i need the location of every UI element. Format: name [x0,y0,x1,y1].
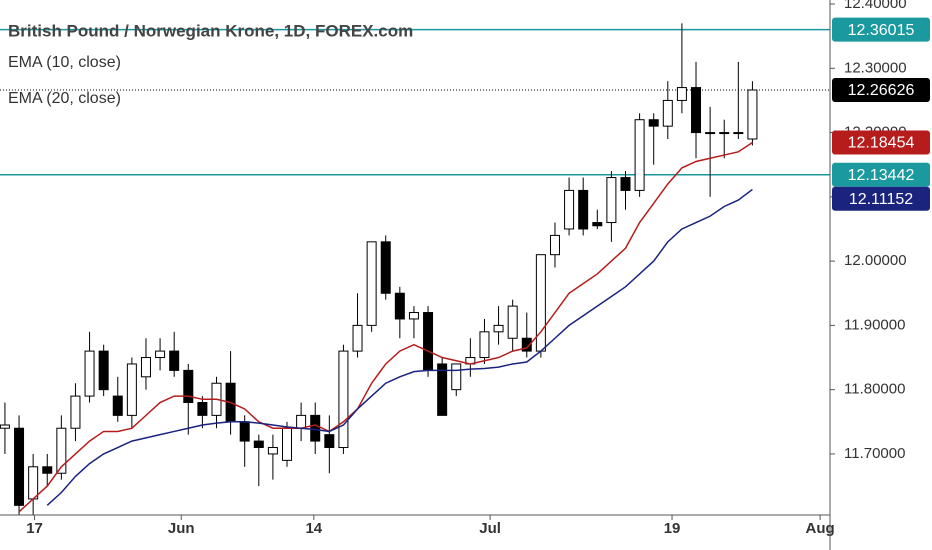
candle-body [310,414,321,442]
candle-body [676,87,687,101]
candle-body [338,350,349,449]
ema-line [46,188,753,506]
price-label: 12.36015 [848,22,915,39]
candle-body [98,350,109,391]
y-tick-label: 12.00000 [844,252,907,269]
candle-body [662,99,673,127]
legend-entry: EMA (20, close) [8,90,121,107]
candle-body [56,427,67,474]
price-label-bg [832,130,930,155]
candle-body [126,363,137,416]
y-tick-label: 11.70000 [844,445,905,462]
candle-body [70,395,81,429]
candle-body [408,312,419,320]
y-tick-label: 11.80000 [844,381,905,398]
candle-body [620,177,631,191]
candle-body [747,89,758,140]
candle-body [733,132,744,135]
candle-body [0,424,10,429]
candle-body [380,241,391,294]
plot-area [0,23,830,515]
candle-body [634,119,645,191]
x-tick-label: 17 [26,520,43,537]
y-tick-label: 11.90000 [844,316,905,333]
candle-body [28,466,39,500]
x-tick-label: Jun [168,520,195,537]
price-label: 12.18454 [848,135,915,152]
x-tick-label: 14 [305,520,322,537]
y-tick-label: 12.30000 [844,59,907,76]
candle-body [84,350,95,397]
x-tick-label: 19 [664,520,681,537]
x-tick-label: Aug [806,520,835,537]
candle-body [451,363,462,391]
candle-body [42,466,53,474]
candle-body [493,324,504,333]
candle-body [535,254,546,352]
candle-body [507,305,518,339]
candle-body [197,402,208,416]
candle-body [282,427,293,461]
candle-body [549,234,560,256]
price-label-bg [832,17,930,42]
candle-body [479,331,490,359]
legend-entry: EMA (10, close) [8,54,121,71]
candle-body [239,421,250,442]
candle-body [719,132,730,135]
candle-body [521,337,532,352]
y-tick-label: 12.40000 [844,0,907,12]
candle-body [578,189,589,230]
candle-body [691,87,702,134]
candle-body [155,350,166,359]
candle-body [183,369,194,404]
price-label: 12.11152 [849,191,913,208]
price-label: 12.26626 [848,82,915,99]
ema-line [18,141,753,513]
candle-body [423,312,434,371]
candle-body [564,189,575,230]
candle-body [140,357,151,378]
candle-body [592,222,603,227]
candle-body [606,177,617,224]
candle-body [253,440,264,449]
candle-body [14,427,25,506]
candle-body [648,119,659,127]
price-label-bg [832,162,930,187]
price-label-bg [832,77,930,102]
candle-body [352,324,363,352]
price-label-bg [832,186,930,211]
candle-body [437,363,448,416]
chart-title: British Pound / Norwegian Krone, 1D, FOR… [8,21,413,40]
x-tick-label: Jul [479,520,501,537]
candle-body [705,132,716,135]
candle-body [324,434,335,449]
candle-body [296,414,307,429]
price-label: 12.13442 [848,167,915,184]
candle-body [267,447,278,455]
candle-body [394,292,405,320]
candle-body [366,241,377,326]
candle-body [169,350,180,371]
candle-body [112,395,123,416]
